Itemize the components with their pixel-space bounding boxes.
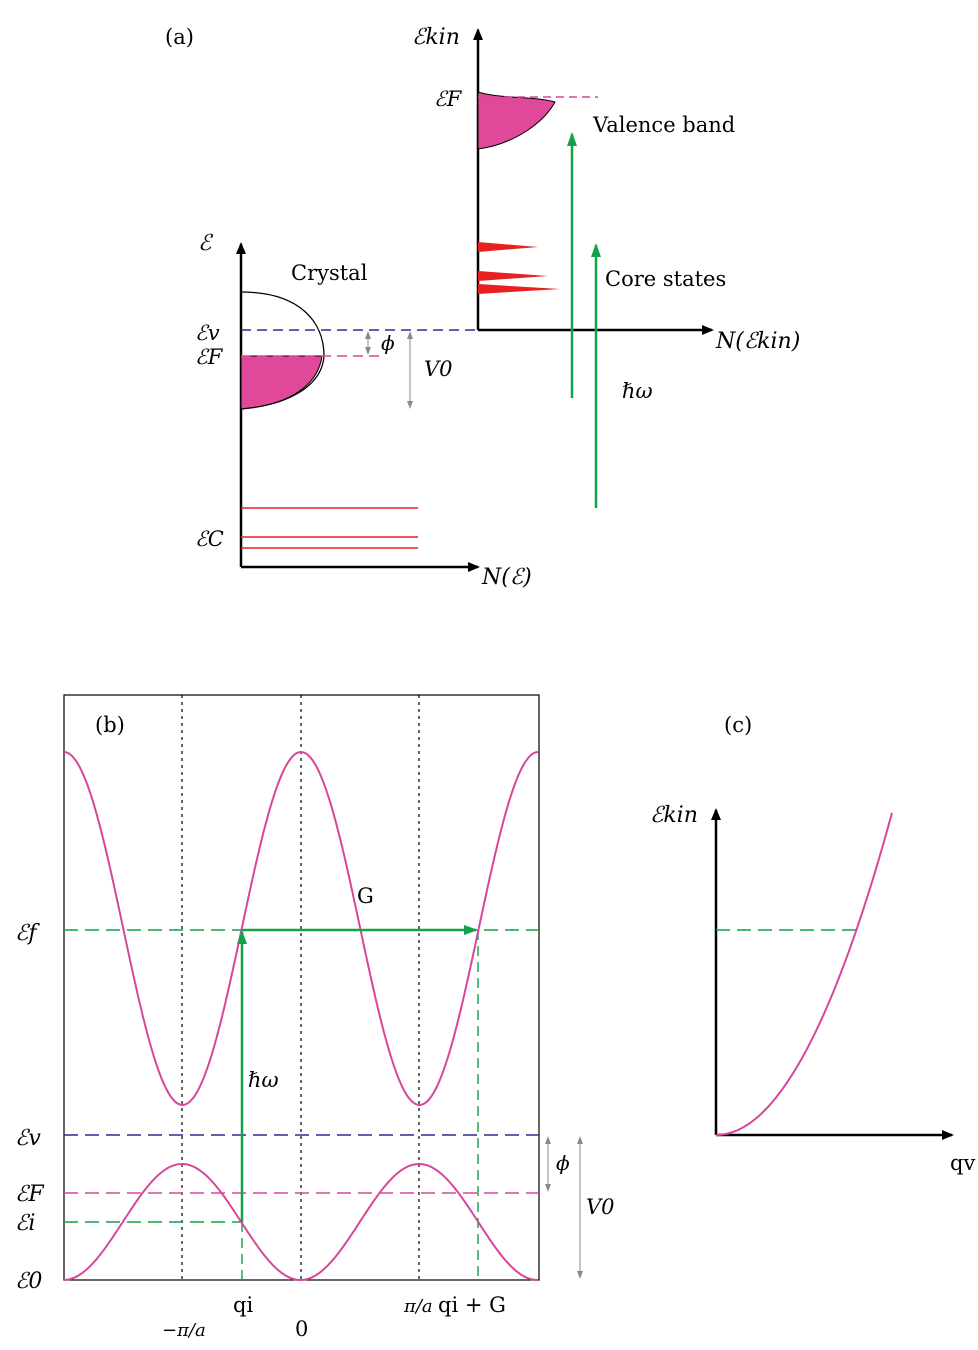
valence-band-label: Valence band (592, 113, 735, 137)
tick-qi: qi (233, 1293, 253, 1317)
panel-b-label: (b) (95, 713, 125, 737)
initial-energy-label: ℰi (15, 1211, 35, 1236)
reciprocal-vector-label: G (357, 884, 374, 908)
valence-band-peak (477, 91, 556, 150)
work-function-label: ϕ (381, 331, 395, 355)
free-electron-parabola (716, 812, 893, 1136)
tick-pi-a: π/a (403, 1296, 433, 1317)
panel-a: (a) ℰ N(ℰ) Crystal ℰv ℰF ϕ V0 ℰC ℰkin N(… (165, 25, 800, 590)
tick-neg-pi-a: −π/a (162, 1320, 206, 1341)
final-energy-label: ℰf (15, 921, 40, 946)
crystal-label: Crystal (291, 261, 368, 285)
core-state-peak-1 (478, 242, 538, 252)
kinetic-energy-axis-label: ℰkin (650, 803, 698, 828)
spectrum-energy-axis-label: ℰkin (412, 25, 460, 50)
panel-c: (c) ℰkin qv (650, 713, 975, 1175)
spectrum-dos-axis-label: N(ℰkin) (715, 329, 800, 354)
tick-zero: 0 (295, 1317, 308, 1341)
panel-b: (b) G ℏω ϕ V0 ℰf ℰv ℰF ℰi ℰ0 (15, 694, 615, 1341)
crystal-energy-axis-label: ℰ (198, 231, 214, 256)
fermi-level-label: ℰF (195, 345, 224, 369)
photon-transition-label: ℏω (248, 1068, 279, 1092)
vacuum-level-label: ℰv (195, 321, 220, 345)
tick-qi-plus-g: qi + G (438, 1293, 506, 1317)
momentum-axis-label: qv (950, 1151, 975, 1175)
lower-band-curve (63, 1162, 538, 1281)
panel-a-label: (a) (165, 25, 194, 49)
inner-potential-label-b: V0 (586, 1195, 615, 1219)
core-states-label: Core states (605, 267, 726, 291)
inner-potential-label: V0 (424, 357, 453, 381)
spectrum-fermi-label: ℰF (434, 87, 463, 111)
core-state-peak-2 (478, 271, 548, 281)
ground-energy-label: ℰ0 (15, 1269, 42, 1294)
upper-band-curve (63, 751, 539, 1107)
core-state-peak-3 (478, 284, 560, 294)
panel-c-label: (c) (724, 713, 752, 737)
vacuum-energy-label: ℰv (15, 1126, 41, 1151)
crystal-dos-axis-label: N(ℰ) (481, 565, 532, 590)
core-level-label: ℰC (195, 527, 224, 551)
fermi-energy-label: ℰF (15, 1182, 44, 1207)
work-function-label-b: ϕ (556, 1151, 570, 1175)
photon-energy-label: ℏω (622, 379, 653, 403)
